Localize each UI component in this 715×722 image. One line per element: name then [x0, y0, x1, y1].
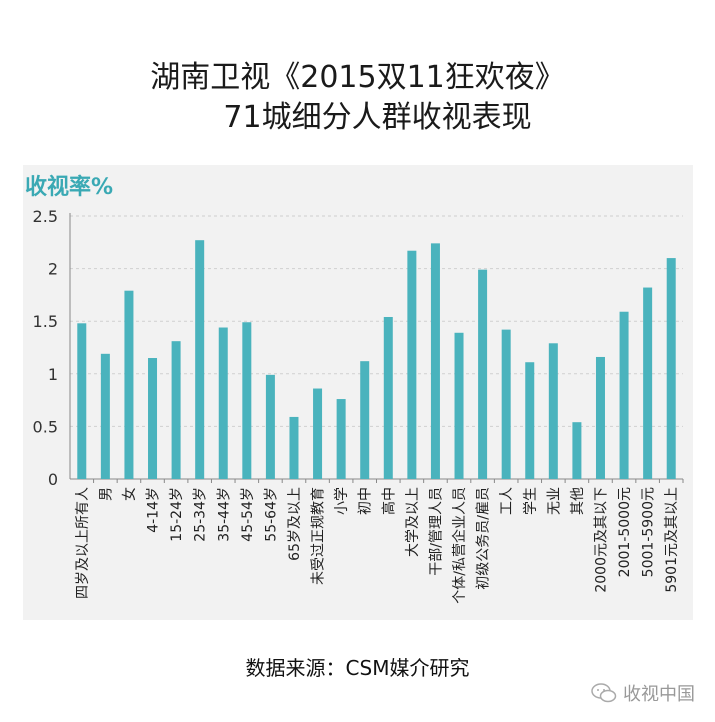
x-tick-label: 25-34岁: [193, 487, 209, 542]
bar: [171, 341, 181, 479]
bar: [100, 353, 110, 479]
bar: [619, 311, 629, 479]
chart-title-line2: 71城细分人群收视表现: [223, 100, 532, 135]
y-tick-label: 2: [48, 260, 58, 279]
bar: [478, 269, 488, 479]
chart-title-line1: 湖南卫视《2015双11狂欢夜》: [150, 60, 565, 95]
x-tick-label: 女: [121, 487, 138, 501]
bar: [195, 240, 205, 479]
data-source: 数据来源：CSM媒介研究: [245, 656, 470, 680]
x-tick-label: 35-44岁: [216, 487, 232, 542]
bar: [289, 416, 299, 479]
x-tick-label: 2000元及其以下: [593, 487, 609, 593]
bar: [124, 290, 134, 479]
x-tick-label: 男: [98, 487, 114, 501]
bar: [313, 388, 323, 479]
bar: [242, 322, 252, 479]
x-tick-label: 工人: [499, 487, 515, 515]
x-tick-label: 初中: [357, 487, 374, 515]
brand-watermark: 收视中国: [591, 680, 695, 706]
wechat-icon: [591, 683, 617, 703]
x-tick-label: 其他: [570, 487, 586, 515]
bar: [77, 323, 87, 479]
bar: [430, 243, 440, 479]
bar: [525, 362, 535, 479]
bar: [501, 329, 511, 479]
brand-name: 收视中国: [623, 684, 695, 705]
x-tick-label: 2001-5000元: [617, 487, 633, 577]
y-tick-label: 1: [48, 365, 58, 384]
bar: [666, 258, 676, 479]
bar: [572, 422, 582, 479]
bar: [336, 399, 346, 479]
x-tick-label: 大学及以上: [405, 487, 421, 557]
bar: [643, 287, 653, 479]
bar: [360, 361, 370, 479]
x-tick-label: 15-24岁: [169, 487, 185, 542]
x-tick-label: 65岁及以上: [287, 487, 303, 561]
x-tick-label: 4-14岁: [146, 487, 162, 533]
y-tick-label: 2.5: [33, 207, 58, 226]
bar: [148, 358, 158, 479]
bar: [548, 343, 558, 479]
bar: [454, 332, 464, 479]
x-tick-label: 未受过正规教育: [311, 487, 327, 585]
x-tick-label: 个体/私营企业人员: [451, 487, 468, 604]
x-tick-label: 45-54岁: [240, 487, 256, 542]
bar: [218, 327, 228, 479]
x-tick-label: 四岁及以上所有人: [75, 487, 91, 599]
bar: [383, 316, 393, 479]
x-tick-label: 5901元及其以上: [664, 487, 680, 593]
x-tick-label: 无业: [546, 487, 562, 515]
bar-chart: 0 0.5 1 1.5 2 2.5 四岁及以上所有人男女 4-14岁 15-24岁 25-34岁 3…: [33, 207, 684, 604]
y-tick-label: 0.5: [33, 417, 58, 436]
bar: [265, 374, 275, 479]
x-tick-label: 干部/管理人员: [428, 487, 444, 576]
x-tick-label: 初级公务员/雇员: [475, 487, 492, 590]
y-axis-label: 收视率%: [25, 175, 114, 200]
bar: [595, 356, 605, 479]
y-tick-label: 1.5: [33, 312, 58, 331]
y-tick-label: 0: [48, 470, 58, 489]
x-tick-label: 小学: [334, 487, 350, 515]
bar: [407, 250, 417, 479]
x-tick-label: 高中: [380, 487, 397, 515]
chart-panel: 收视率% 0 0.5 1 1.5 2 2.5 四岁及以上所有人男女 4-14岁 15-24岁 25…: [23, 165, 693, 620]
x-tick-label: 55-64岁: [263, 487, 279, 542]
x-tick-label: 5001-5900元: [641, 487, 657, 577]
x-tick-label: 学生: [523, 487, 539, 515]
